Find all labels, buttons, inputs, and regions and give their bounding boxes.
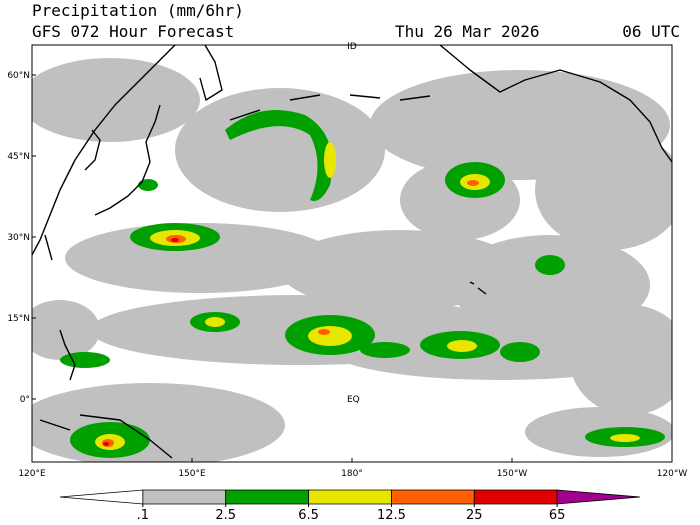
date: Thu 26 Mar 2026	[395, 22, 540, 41]
colorbar-label: 6.5	[298, 508, 319, 523]
lat-label: 45°N	[7, 152, 30, 162]
dateline-label: ID	[347, 42, 357, 52]
lon-label: 150°W	[497, 469, 528, 479]
colorbar-segment	[391, 489, 475, 505]
colorbar-segment	[308, 489, 392, 505]
colorbar-label: 12.5	[377, 508, 406, 523]
colorbar-label: .1	[137, 508, 149, 523]
lat-label: 60°N	[7, 71, 30, 81]
equator-label: EQ	[347, 395, 360, 405]
lon-label: 150°E	[178, 469, 206, 479]
coastlines	[32, 45, 672, 459]
colorbar-segment	[225, 489, 309, 505]
colorbar-segment	[473, 489, 558, 505]
colorbar-label: 65	[549, 508, 566, 523]
lon-label: 120°E	[18, 469, 46, 479]
lat-label: 15°N	[7, 314, 30, 324]
title: Precipitation (mm/6hr)	[32, 1, 244, 20]
time: 06 UTC	[622, 22, 680, 41]
colorbar-segment	[59, 489, 144, 505]
colorbar-segment	[556, 489, 641, 505]
precip-field	[32, 45, 672, 462]
colorbar-segment	[142, 489, 227, 505]
lon-label: 180°	[341, 469, 363, 479]
lat-label: 30°N	[7, 233, 30, 243]
colorbar-label: 25	[466, 508, 483, 523]
subtitle: GFS 072 Hour Forecast	[32, 22, 234, 41]
lat-label: 0°	[20, 395, 30, 405]
colorbar-label: 2.5	[215, 508, 236, 523]
lon-label: 120°W	[657, 469, 688, 479]
